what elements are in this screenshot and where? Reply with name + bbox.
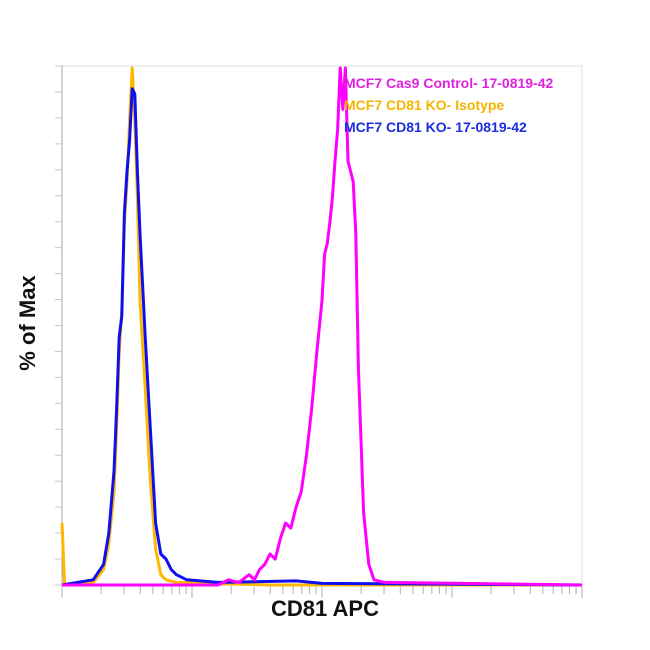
series-line (61, 87, 583, 587)
legend-item-ko-isotype: MCF7 CD81 KO- Isotype (344, 97, 505, 113)
x-axis-label: CD81 APC (271, 596, 379, 621)
y-axis-label: % of Max (15, 275, 40, 371)
y-axis-ticks (55, 65, 62, 586)
legend-item-ko-stained: MCF7 CD81 KO- 17-0819-42 (344, 119, 527, 135)
histogram-series (60, 66, 583, 587)
legend: MCF7 Cas9 Control- 17-0819-42 MCF7 CD81 … (344, 72, 553, 138)
series-line (62, 66, 583, 587)
x-axis-ticks (61, 586, 583, 598)
legend-item-cas9-control: MCF7 Cas9 Control- 17-0819-42 (344, 75, 554, 91)
plot-frame (61, 65, 583, 586)
